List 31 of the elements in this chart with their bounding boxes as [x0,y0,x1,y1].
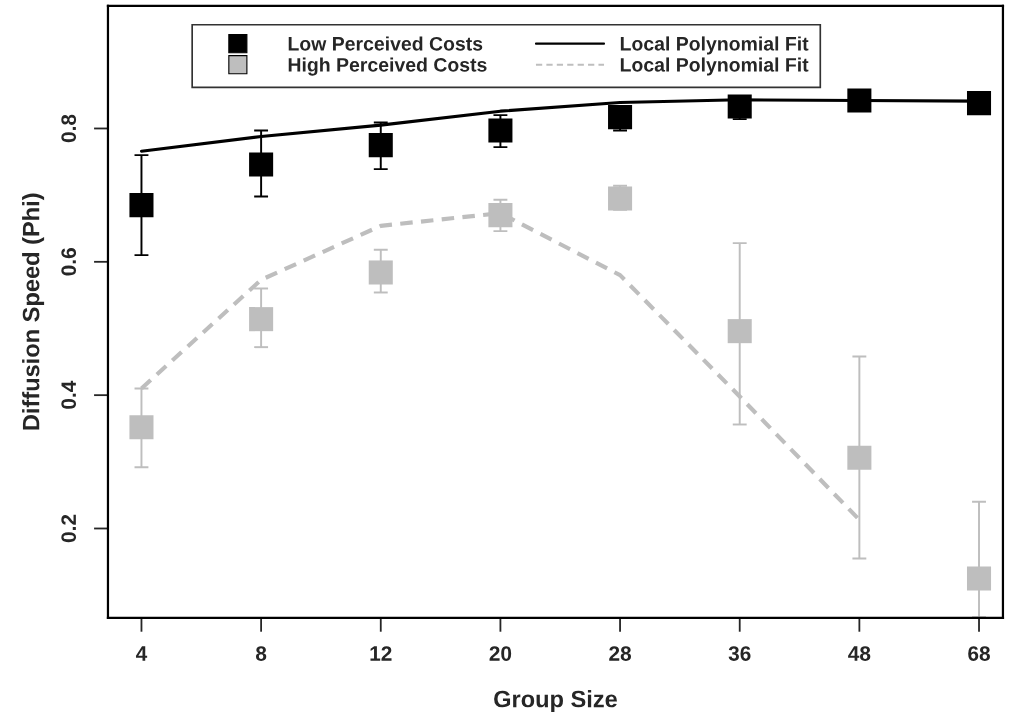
x-tick-label: 48 [848,646,871,661]
x-tick-label: 8 [255,646,267,661]
legend-label: Local Polynomial Fit [620,57,809,76]
x-axis-title: Group Size [494,690,617,713]
point [966,566,992,591]
y-tick-label: 0.6 [61,248,77,276]
y-tick-label: 0.2 [61,514,77,543]
y-tick-label: 0.8 [61,114,77,143]
point [488,118,513,143]
point [249,152,274,177]
point [368,260,393,285]
y-tick-label: 0.4 [61,380,77,409]
point [966,91,992,116]
x-tick-label: 12 [370,646,392,661]
x-tick-label: 28 [609,646,632,661]
legend-label: Low Perceived Costs [288,36,483,51]
point [727,319,752,344]
x-tick-label: 68 [968,646,990,661]
y-axis-title: Diffusion Speed (Phi) [22,193,45,430]
point [129,415,154,440]
point [129,193,154,218]
legend-label: High Perceived Costs [288,57,487,76]
point [488,203,513,228]
legend-label: Local Polynomial Fit [620,36,809,55]
x-tick-label: 4 [135,646,148,661]
x-tick-label: 36 [728,646,751,661]
point [847,88,872,113]
point [368,133,393,158]
x-tick-label: 20 [489,646,512,661]
point [847,445,872,470]
point [249,307,274,332]
